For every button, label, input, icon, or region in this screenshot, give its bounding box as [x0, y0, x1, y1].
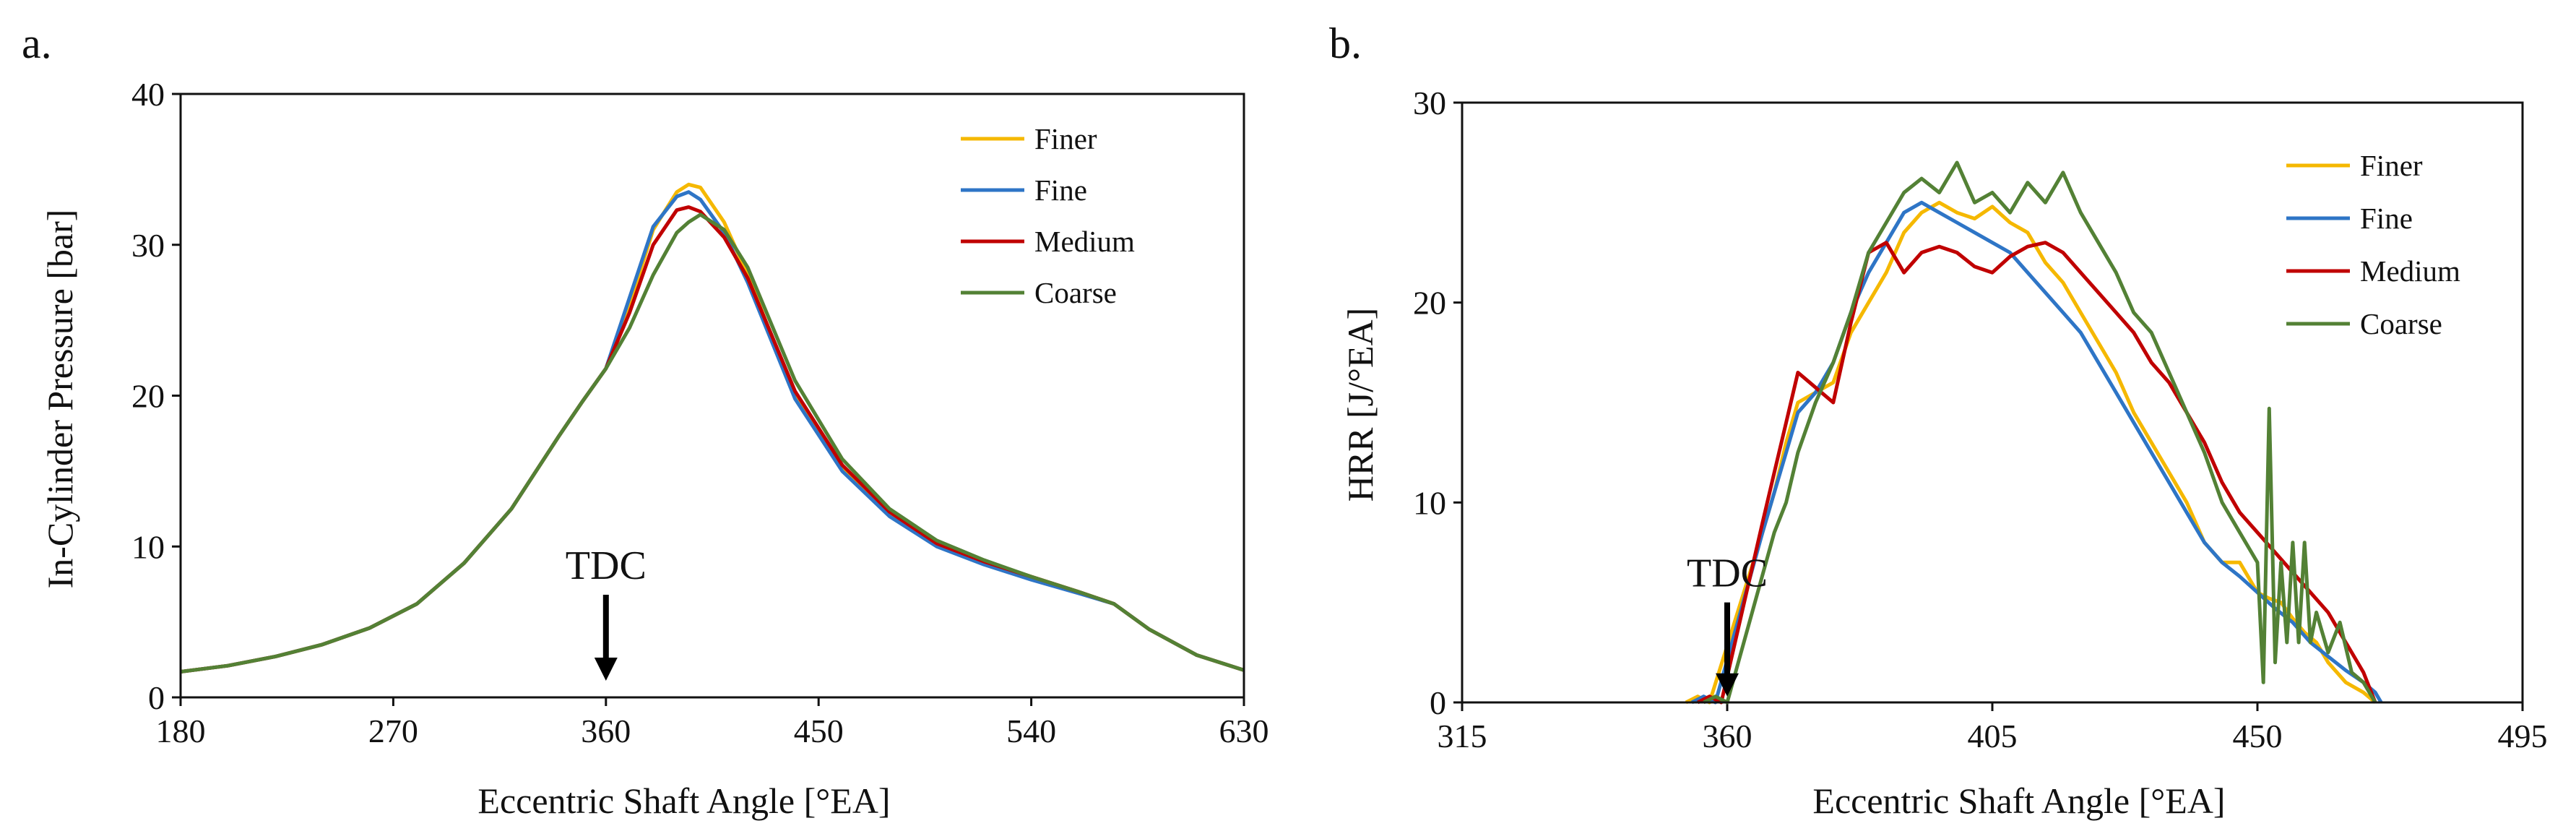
legend-b: Finer Fine Medium Coarse	[2286, 149, 2460, 340]
x-tick-label: 360	[581, 713, 631, 749]
chart-a: a. In-Cylinder Pressure [bar] Eccentric …	[22, 20, 1269, 821]
plot-frame-a	[179, 92, 1245, 699]
legend-label-medium: Medium	[1034, 225, 1135, 258]
legend-label-finer: Finer	[2360, 149, 2423, 182]
x-tick-label: 450	[794, 713, 844, 749]
x-tick-label: 450	[2233, 718, 2283, 754]
x-tick-label: 495	[2498, 718, 2548, 754]
y-tick-label: 30	[131, 227, 165, 264]
tdc-annotation-a: TDC	[566, 543, 647, 681]
y-tick-label: 10	[1413, 484, 1446, 521]
x-tick-label: 270	[368, 713, 418, 749]
y-tick-label: 0	[148, 679, 165, 716]
y-axis-title-a: In-Cylinder Pressure [bar]	[40, 210, 80, 589]
y-tick-label: 10	[131, 528, 165, 565]
legend-label-coarse: Coarse	[2360, 307, 2442, 340]
y-axis-title-b: HRR [J/°EA]	[1340, 308, 1380, 502]
series-line-coarse	[180, 212, 1245, 674]
legend-label-finer: Finer	[1034, 122, 1097, 155]
y-tick-label: 0	[1430, 684, 1446, 721]
x-ticks-b: 315 360 405 450 495	[1438, 702, 2548, 754]
x-tick-label: 540	[1006, 713, 1056, 749]
x-tick-label: 630	[1219, 713, 1269, 749]
tdc-annotation-b: TDC	[1687, 551, 1768, 697]
x-tick-label: 360	[1703, 718, 1752, 754]
y-tick-label: 20	[131, 378, 165, 415]
legend-label-coarse: Coarse	[1034, 276, 1117, 309]
tdc-arrow-head-b	[1716, 673, 1739, 697]
y-ticks-b: 0 10 20 30	[1413, 85, 1462, 721]
x-axis-title-a: Eccentric Shaft Angle [°EA]	[477, 780, 890, 821]
legend-label-fine: Fine	[1034, 173, 1087, 207]
panel-label-b: b.	[1329, 20, 1362, 67]
series-line-medium	[1697, 241, 2377, 705]
plot-lines-b	[1685, 160, 2383, 705]
tdc-arrow-head-a	[594, 658, 618, 681]
x-tick-label: 405	[1968, 718, 2018, 754]
tdc-label-a: TDC	[566, 543, 647, 588]
legend-a: Finer Fine Medium Coarse	[961, 122, 1135, 309]
x-axis-title-b: Eccentric Shaft Angle [°EA]	[1812, 780, 2225, 821]
y-tick-label: 30	[1413, 85, 1446, 121]
y-tick-label: 20	[1413, 285, 1446, 322]
y-ticks-a: 0 10 20 30 40	[131, 76, 181, 716]
x-tick-label: 180	[156, 713, 206, 749]
series-line-coarse	[1703, 160, 2377, 705]
panel-label-a: a.	[22, 20, 52, 67]
series-line-fine	[1690, 200, 2383, 705]
y-tick-label: 40	[131, 76, 165, 113]
plot-frame-b	[1461, 101, 2524, 704]
legend-label-fine: Fine	[2360, 202, 2413, 235]
tdc-label-b: TDC	[1687, 551, 1768, 596]
chart-b: b. HRR [J/°EA] Eccentric Shaft Angle [°E…	[1329, 20, 2548, 821]
series-line-fine	[180, 190, 1245, 674]
x-tick-label: 315	[1438, 718, 1487, 754]
plot-lines-a	[180, 182, 1245, 674]
x-ticks-a: 180 270 360 450 540 630	[156, 697, 1269, 749]
legend-label-medium: Medium	[2360, 254, 2460, 288]
